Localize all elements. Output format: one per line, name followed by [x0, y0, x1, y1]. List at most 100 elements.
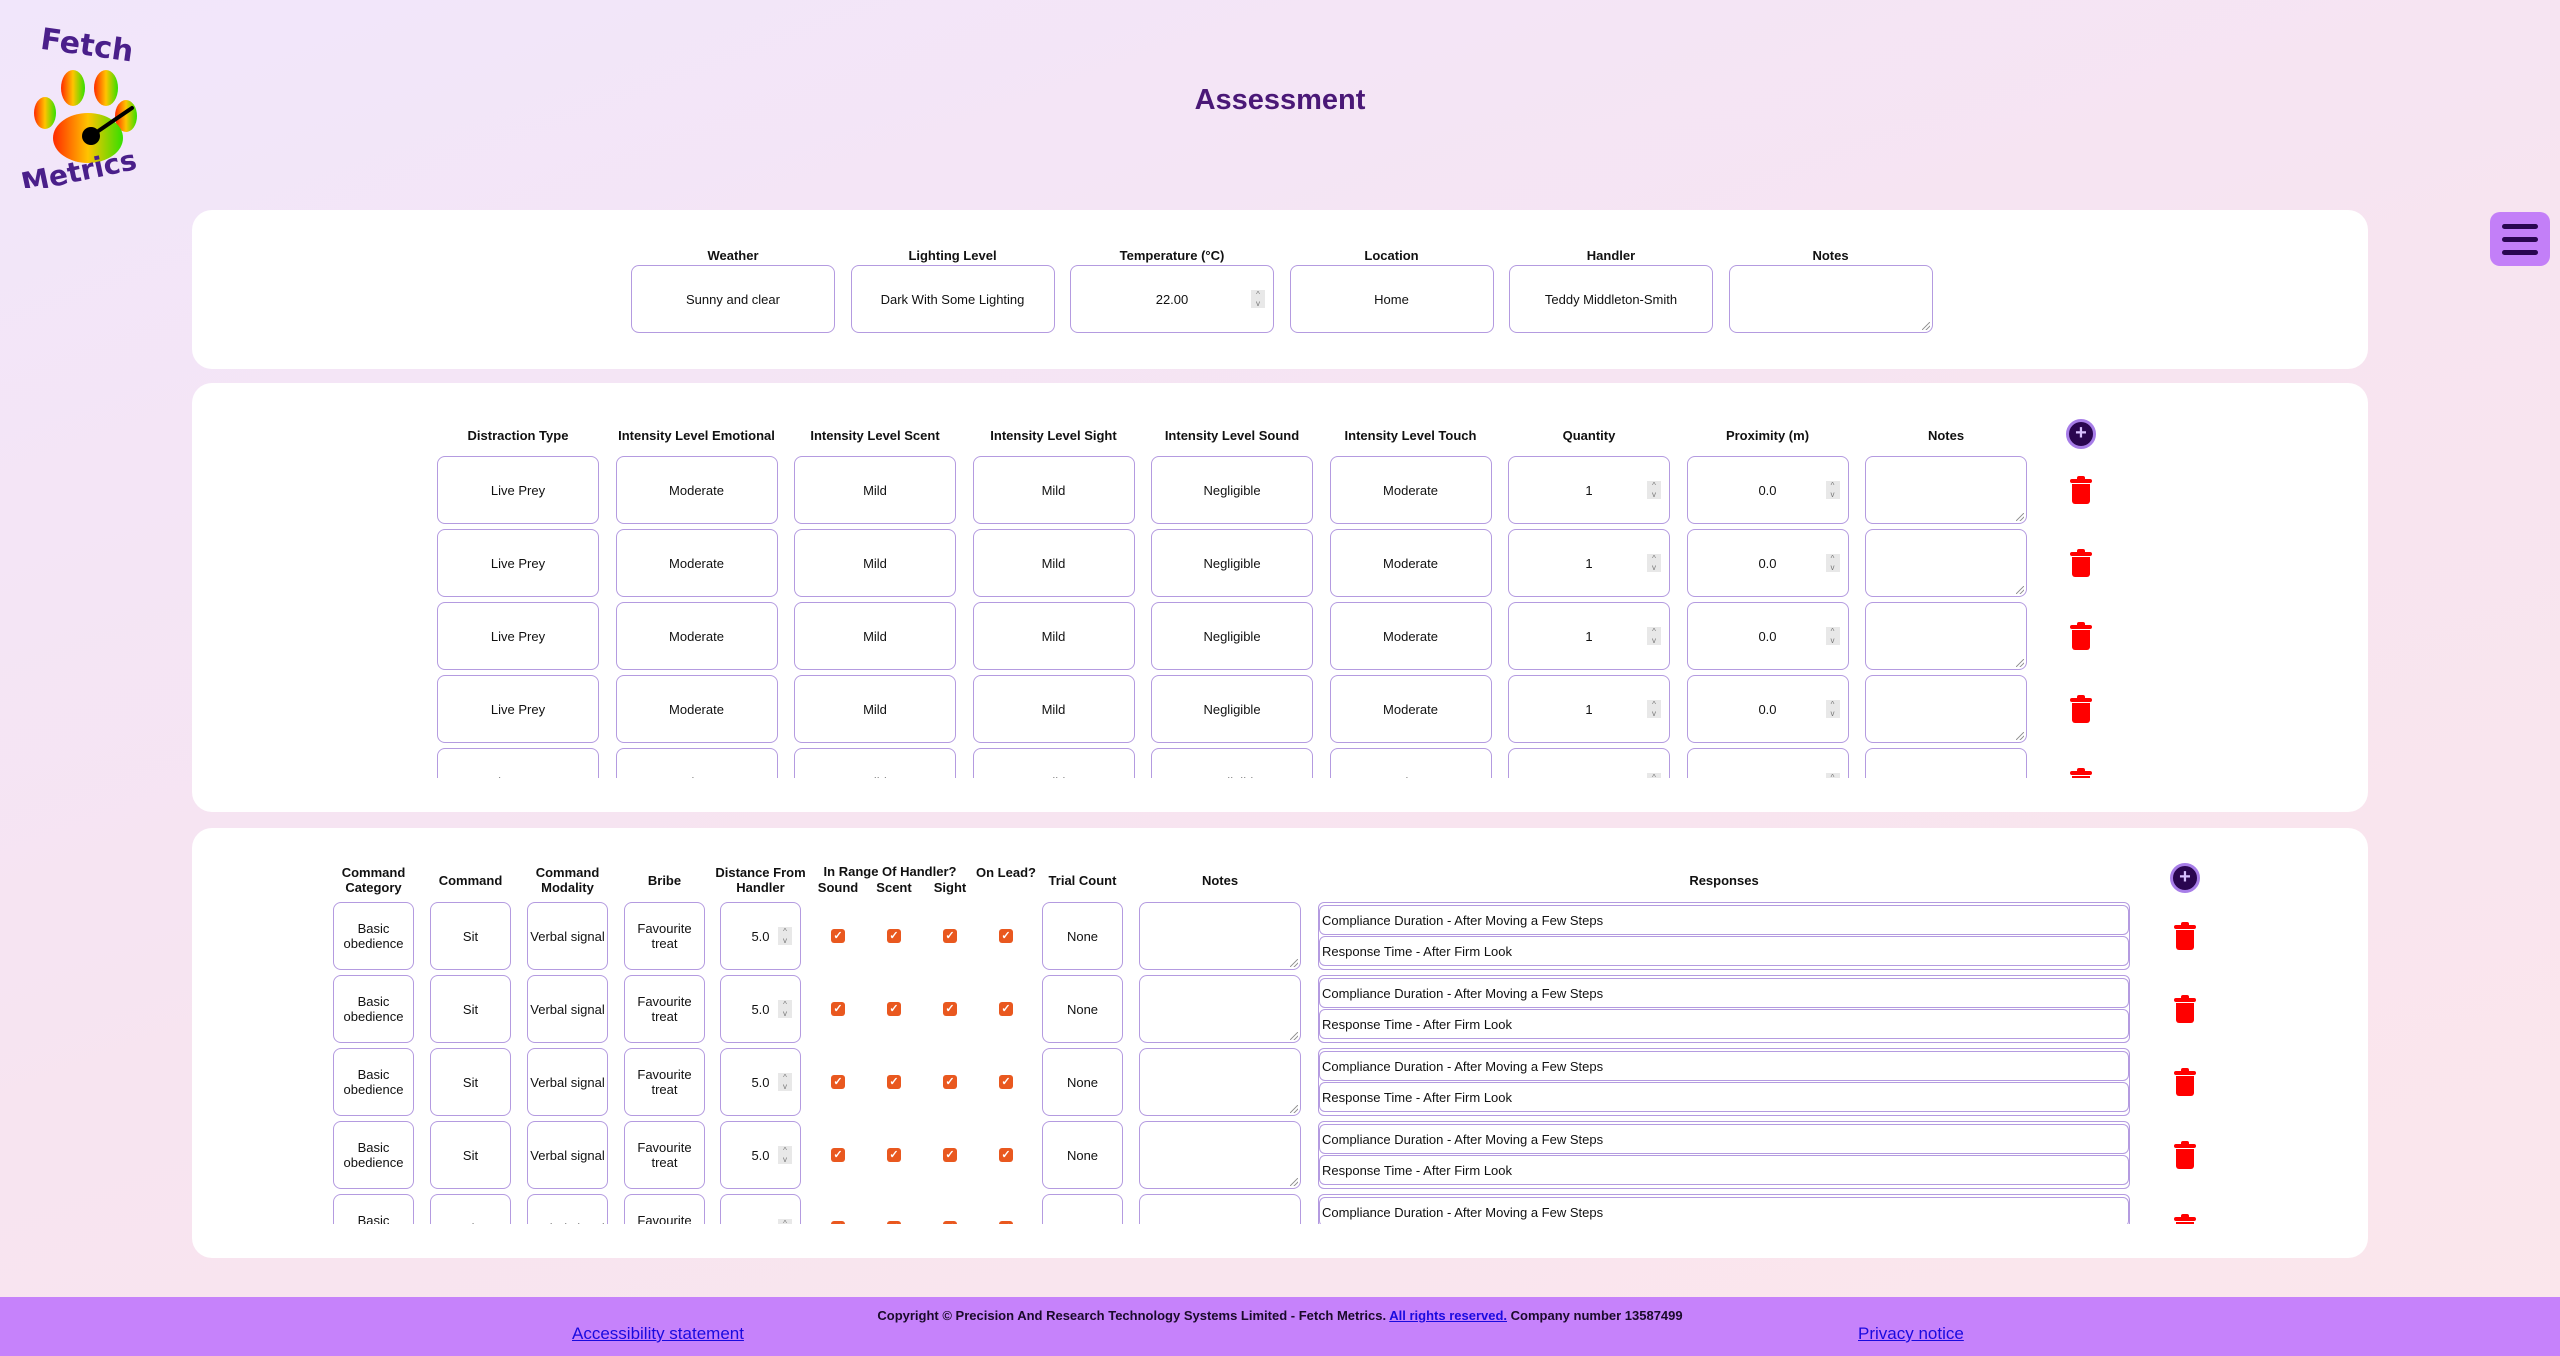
- intensity-level-touch-input[interactable]: Moderate: [1329, 675, 1492, 743]
- distraction-type-input[interactable]: Live Prey: [437, 456, 599, 524]
- quantity-input[interactable]: 1^v: [1508, 748, 1670, 778]
- response-item[interactable]: Response Time - After Firm Look: [1319, 936, 2129, 966]
- command-category-input[interactable]: Basic obedience: [333, 902, 414, 970]
- command-input[interactable]: Sit: [430, 1121, 511, 1189]
- delete-command-button[interactable]: [2174, 995, 2196, 1023]
- delete-command-button[interactable]: [2174, 1141, 2196, 1169]
- spinner-icon[interactable]: ^v: [1825, 481, 1840, 499]
- temperature-c-input[interactable]: 22.00 ^ v: [1070, 265, 1274, 333]
- sound-checkbox[interactable]: ✓: [831, 1221, 845, 1224]
- location-input[interactable]: Home: [1289, 265, 1494, 333]
- privacy-notice-link[interactable]: Privacy notice: [1858, 1324, 1964, 1343]
- spinner-icon[interactable]: ^v: [1647, 700, 1661, 718]
- intensity-level-emotional-input[interactable]: Moderate: [615, 675, 778, 743]
- distraction-type-input[interactable]: Live Prey: [437, 675, 599, 743]
- sight-checkbox[interactable]: ✓: [943, 1148, 957, 1162]
- lighting-level-input[interactable]: Dark With Some Lighting: [850, 265, 1055, 333]
- quantity-input[interactable]: 1^v: [1508, 675, 1670, 743]
- command-category-input[interactable]: Basic obedience: [333, 975, 414, 1043]
- spinner-icon[interactable]: ^v: [1825, 700, 1840, 718]
- proximity-m-input[interactable]: 0.0^v: [1686, 748, 1849, 778]
- quantity-input[interactable]: 1^v: [1508, 602, 1670, 670]
- bribe-input[interactable]: Favourite treat: [624, 1121, 705, 1189]
- responses-list[interactable]: Compliance Duration - After Moving a Few…: [1318, 1048, 2130, 1116]
- spinner-icon[interactable]: ^v: [778, 1146, 792, 1164]
- response-item[interactable]: Response Time - After Firm Look: [1319, 1009, 2129, 1039]
- delete-command-button[interactable]: [2174, 1214, 2196, 1224]
- sight-checkbox[interactable]: ✓: [943, 929, 957, 943]
- spinner-icon[interactable]: ^v: [778, 927, 792, 945]
- add-command-button[interactable]: +: [2170, 863, 2200, 893]
- scent-checkbox[interactable]: ✓: [887, 1148, 901, 1162]
- command-input[interactable]: Sit: [430, 975, 511, 1043]
- response-item[interactable]: Response Time - After Firm Look: [1319, 1155, 2129, 1185]
- notes-input[interactable]: [1865, 602, 2027, 670]
- command-modality-input[interactable]: Verbal signal: [527, 1048, 608, 1116]
- response-item[interactable]: Compliance Duration - After Moving a Few…: [1319, 1051, 2129, 1081]
- intensity-level-sight-input[interactable]: Mild: [972, 456, 1135, 524]
- notes-input[interactable]: [1865, 456, 2027, 524]
- sight-checkbox[interactable]: ✓: [943, 1075, 957, 1089]
- delete-distraction-button[interactable]: [2070, 549, 2092, 577]
- command-category-input[interactable]: Basic obedience: [333, 1048, 414, 1116]
- delete-command-button[interactable]: [2174, 922, 2196, 950]
- intensity-level-sight-input[interactable]: Mild: [972, 675, 1135, 743]
- delete-distraction-button[interactable]: [2070, 768, 2092, 778]
- quantity-input[interactable]: 1^v: [1508, 529, 1670, 597]
- intensity-level-scent-input[interactable]: Mild: [794, 602, 956, 670]
- distance-from-handler-input[interactable]: 5.0^v: [720, 1121, 801, 1189]
- delete-command-button[interactable]: [2174, 1068, 2196, 1096]
- spinner-icon[interactable]: ^v: [1251, 290, 1265, 308]
- intensity-level-touch-input[interactable]: Moderate: [1329, 529, 1492, 597]
- trial-count-input[interactable]: None: [1042, 1194, 1123, 1224]
- trial-count-input[interactable]: None: [1042, 975, 1123, 1043]
- intensity-level-touch-input[interactable]: Moderate: [1329, 456, 1492, 524]
- notes-input[interactable]: [1139, 1194, 1301, 1224]
- spinner-icon[interactable]: ^v: [1647, 554, 1661, 572]
- spinner-icon[interactable]: ^v: [1647, 481, 1661, 499]
- on-lead-checkbox[interactable]: ✓: [999, 1075, 1013, 1089]
- notes-input[interactable]: [1139, 1121, 1301, 1189]
- intensity-level-touch-input[interactable]: Moderate: [1329, 602, 1492, 670]
- scent-checkbox[interactable]: ✓: [887, 929, 901, 943]
- notes-input[interactable]: [1139, 902, 1301, 970]
- spinner-icon[interactable]: ^v: [778, 1000, 792, 1018]
- spinner-icon[interactable]: ^v: [1647, 773, 1661, 778]
- responses-list[interactable]: Compliance Duration - After Moving a Few…: [1318, 902, 2130, 970]
- responses-list[interactable]: Compliance Duration - After Moving a Few…: [1318, 975, 2130, 1043]
- command-category-input[interactable]: Basic obedience: [333, 1194, 414, 1224]
- on-lead-checkbox[interactable]: ✓: [999, 1002, 1013, 1016]
- proximity-m-input[interactable]: 0.0^v: [1686, 456, 1849, 524]
- notes-input[interactable]: [1139, 975, 1301, 1043]
- bribe-input[interactable]: Favourite treat: [624, 975, 705, 1043]
- spinner-icon[interactable]: ^v: [778, 1073, 792, 1091]
- response-item[interactable]: Response Time - After Firm Look: [1319, 1082, 2129, 1112]
- spinner-icon[interactable]: ^v: [1825, 627, 1840, 645]
- spinner-icon[interactable]: ^v: [1825, 554, 1840, 572]
- distraction-type-input[interactable]: Live Prey: [437, 529, 599, 597]
- sight-checkbox[interactable]: ✓: [943, 1221, 957, 1224]
- sound-checkbox[interactable]: ✓: [831, 1002, 845, 1016]
- trial-count-input[interactable]: None: [1042, 1121, 1123, 1189]
- intensity-level-sound-input[interactable]: Negligible: [1151, 675, 1313, 743]
- command-input[interactable]: Sit: [430, 1194, 511, 1224]
- on-lead-checkbox[interactable]: ✓: [999, 1221, 1013, 1224]
- intensity-level-emotional-input[interactable]: Moderate: [615, 456, 778, 524]
- intensity-level-scent-input[interactable]: Mild: [794, 529, 956, 597]
- trial-count-input[interactable]: None: [1042, 1048, 1123, 1116]
- intensity-level-sight-input[interactable]: Mild: [972, 748, 1135, 778]
- on-lead-checkbox[interactable]: ✓: [999, 929, 1013, 943]
- delete-distraction-button[interactable]: [2070, 695, 2092, 723]
- delete-distraction-button[interactable]: [2070, 622, 2092, 650]
- intensity-level-sight-input[interactable]: Mild: [972, 529, 1135, 597]
- distraction-type-input[interactable]: Live Prey: [437, 602, 599, 670]
- distance-from-handler-input[interactable]: 5.0^v: [720, 1048, 801, 1116]
- menu-button[interactable]: [2490, 212, 2550, 266]
- sound-checkbox[interactable]: ✓: [831, 1148, 845, 1162]
- command-modality-input[interactable]: Verbal signal: [527, 902, 608, 970]
- response-item[interactable]: Compliance Duration - After Moving a Few…: [1319, 978, 2129, 1008]
- intensity-level-sound-input[interactable]: Negligible: [1151, 456, 1313, 524]
- command-input[interactable]: Sit: [430, 1048, 511, 1116]
- handler-input[interactable]: Teddy Middleton-Smith: [1509, 265, 1713, 333]
- command-modality-input[interactable]: Verbal signal: [527, 975, 608, 1043]
